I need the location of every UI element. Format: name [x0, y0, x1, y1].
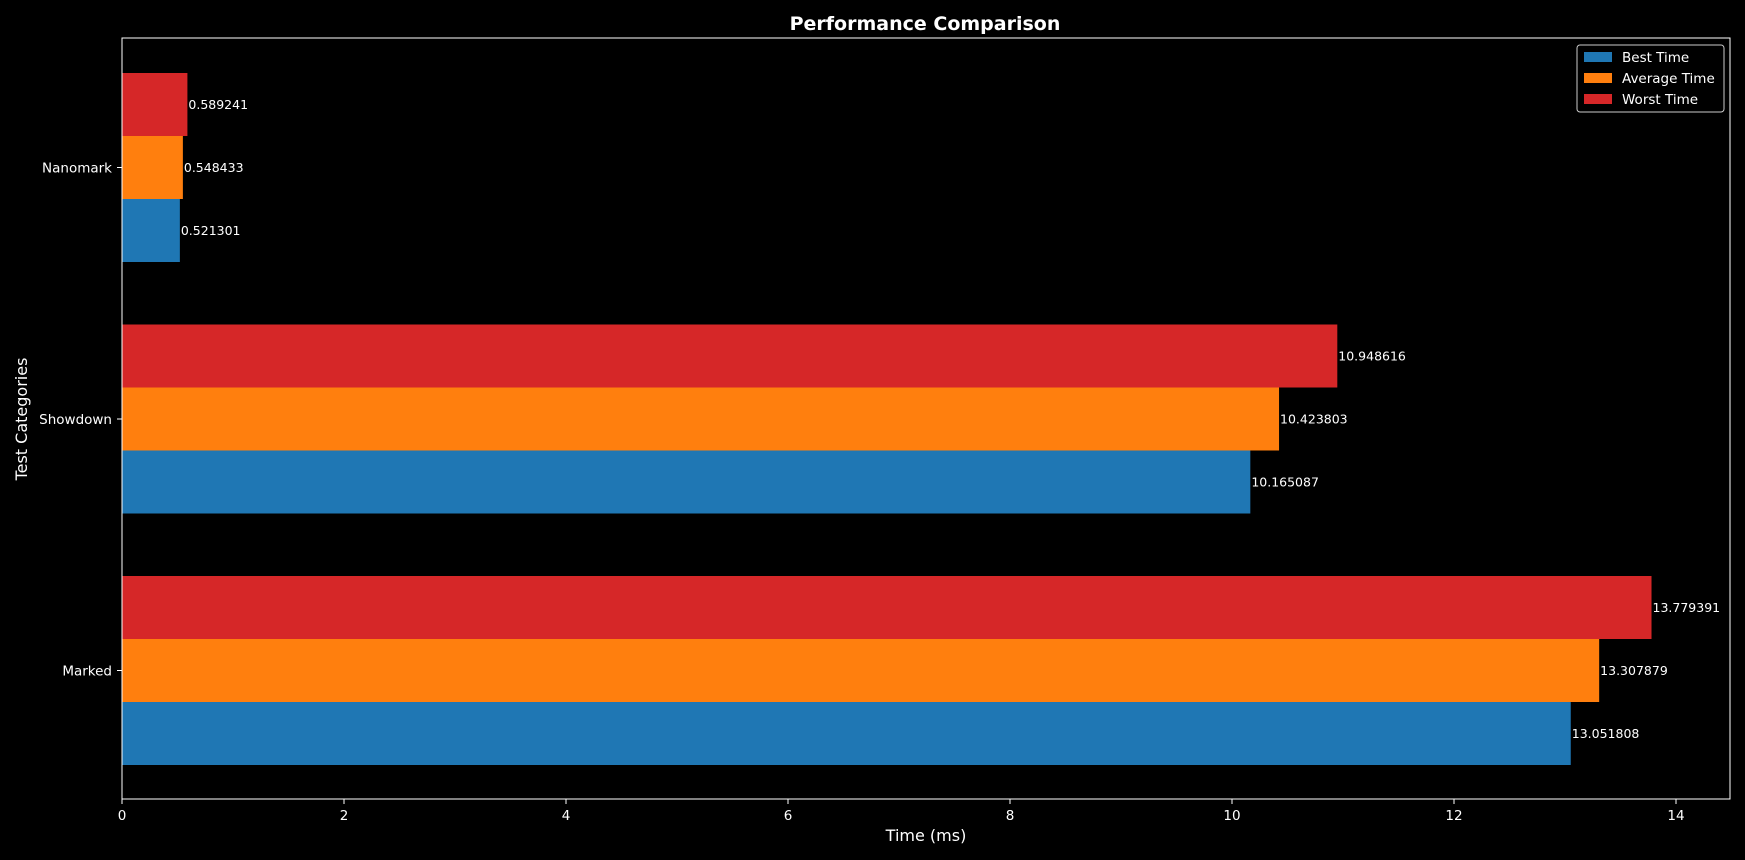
- value-label-showdown-worst-time: 10.948616: [1338, 349, 1406, 364]
- bar-marked-best-time: [122, 702, 1571, 765]
- x-tick-label: 10: [1223, 808, 1240, 824]
- y-axis-label: Test Categories: [12, 358, 31, 482]
- y-axis: Marked Showdown Nanomark: [39, 161, 122, 680]
- bar-nanomark-worst-time: [122, 73, 188, 136]
- y-tick-label-marked: Marked: [62, 664, 112, 680]
- legend-label-best-time: Best Time: [1622, 50, 1689, 66]
- value-label-marked-average-time: 13.307879: [1600, 663, 1668, 678]
- value-label-showdown-best-time: 10.165087: [1251, 475, 1319, 490]
- x-tick-label: 4: [562, 808, 571, 824]
- legend-label-worst-time: Worst Time: [1622, 92, 1698, 108]
- x-tick-label: 12: [1445, 808, 1462, 824]
- value-label-nanomark-worst-time: 0.589241: [188, 97, 248, 112]
- x-tick-label: 8: [1006, 808, 1015, 824]
- value-label-marked-best-time: 13.051808: [1572, 726, 1640, 741]
- bar-showdown-best-time: [122, 450, 1251, 514]
- legend-swatch-average-time: [1584, 73, 1612, 83]
- x-axis-label: Time (ms): [885, 826, 967, 845]
- value-label-nanomark-average-time: 0.548433: [184, 160, 244, 175]
- bars-layer: [122, 73, 1652, 765]
- y-tick-label-nanomark: Nanomark: [42, 161, 112, 177]
- bar-marked-worst-time: [122, 576, 1652, 639]
- x-tick-label: 0: [118, 808, 127, 824]
- legend-box: [1576, 44, 1725, 113]
- value-label-marked-worst-time: 13.779391: [1653, 600, 1721, 615]
- value-label-nanomark-best-time: 0.521301: [181, 223, 241, 238]
- bar-showdown-worst-time: [122, 324, 1338, 388]
- bar-marked-average-time: [122, 639, 1600, 702]
- chart-title: Performance Comparison: [790, 13, 1061, 35]
- legend-swatch-worst-time: [1584, 94, 1612, 104]
- x-tick-label: 2: [340, 808, 349, 824]
- bar-nanomark-best-time: [122, 199, 180, 262]
- value-labels-layer: 13.051808 13.307879 13.779391 10.165087 10.4…: [181, 97, 1720, 741]
- legend: Best Time Average Time Worst Time: [1576, 44, 1725, 113]
- legend-swatch-best-time: [1584, 52, 1612, 62]
- bar-nanomark-average-time: [122, 136, 183, 199]
- x-tick-label: 14: [1667, 808, 1684, 824]
- x-axis: 0 2 4 6 8 10 12 14: [118, 799, 1685, 824]
- value-label-showdown-average-time: 10.423803: [1280, 412, 1348, 427]
- y-tick-label-showdown: Showdown: [39, 412, 112, 428]
- legend-label-average-time: Average Time: [1622, 71, 1715, 87]
- bar-showdown-average-time: [122, 387, 1280, 451]
- x-tick-label: 6: [784, 808, 793, 824]
